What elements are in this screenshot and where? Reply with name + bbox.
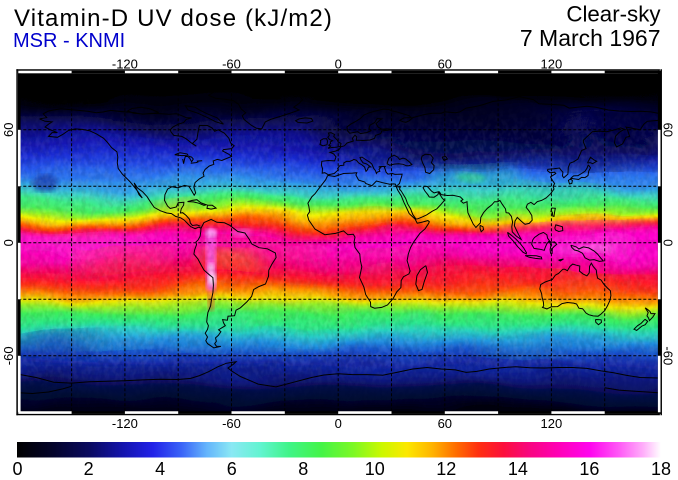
- svg-text:12: 12: [436, 459, 456, 479]
- svg-text:16: 16: [579, 459, 599, 479]
- svg-text:6: 6: [227, 459, 237, 479]
- svg-text:120: 120: [541, 416, 563, 431]
- svg-text:-60: -60: [222, 416, 241, 431]
- svg-text:14: 14: [508, 459, 528, 479]
- svg-text:60: 60: [1, 123, 16, 137]
- svg-text:0: 0: [12, 459, 22, 479]
- svg-text:0: 0: [661, 239, 676, 246]
- svg-text:0: 0: [335, 416, 342, 431]
- svg-text:120: 120: [541, 57, 563, 72]
- svg-text:-120: -120: [112, 416, 138, 431]
- svg-text:60: 60: [438, 416, 452, 431]
- svg-text:2: 2: [84, 459, 94, 479]
- svg-text:0: 0: [1, 239, 16, 246]
- svg-text:0: 0: [335, 57, 342, 72]
- svg-text:MSR - KNMI: MSR - KNMI: [13, 30, 125, 52]
- svg-text:Clear-sky: Clear-sky: [566, 1, 661, 26]
- svg-text:-120: -120: [112, 57, 138, 72]
- svg-text:60: 60: [438, 57, 452, 72]
- svg-text:-60: -60: [222, 57, 241, 72]
- svg-text:60: 60: [661, 123, 676, 137]
- svg-text:10: 10: [365, 459, 385, 479]
- svg-text:4: 4: [155, 459, 165, 479]
- svg-text:Vitamin-D UV dose (kJ/m2): Vitamin-D UV dose (kJ/m2): [14, 5, 333, 32]
- svg-text:-60: -60: [661, 346, 676, 365]
- svg-text:7 March 1967: 7 March 1967: [520, 25, 661, 51]
- svg-text:8: 8: [298, 459, 308, 479]
- svg-text:18: 18: [651, 459, 671, 479]
- svg-text:-60: -60: [1, 346, 16, 365]
